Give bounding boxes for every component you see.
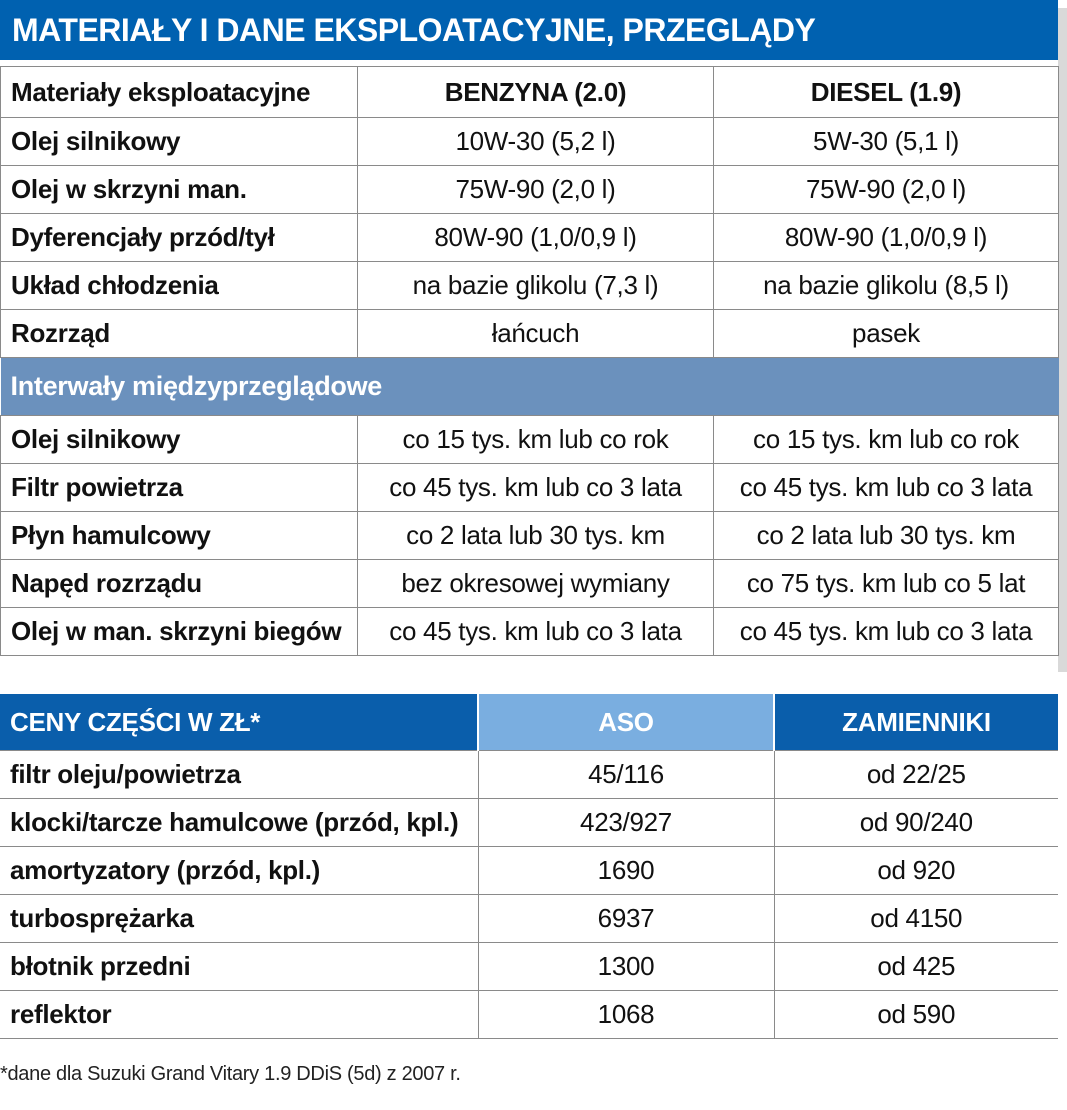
diesel-value: 80W-90 (1,0/0,9 l) — [713, 213, 1059, 262]
page-title: MATERIAŁY I DANE EKSPLOATACYJNE, PRZEGLĄ… — [0, 0, 1058, 60]
petrol-value: 80W-90 (1,0/0,9 l) — [357, 213, 714, 262]
footnote: *dane dla Suzuki Grand Vitary 1.9 DDiS (… — [0, 1063, 461, 1085]
intervals-section-row: Interwały międzyprzeglądowe — [0, 357, 1059, 416]
table-row: klocki/tarcze hamulcowe (przód, kpl.) 42… — [0, 798, 1058, 847]
shadow-edge — [1058, 8, 1067, 672]
diesel-value: co 15 tys. km lub co rok — [713, 415, 1059, 464]
petrol-value: łańcuch — [357, 309, 714, 358]
petrol-value: na bazie glikolu (7,3 l) — [357, 261, 714, 310]
prices-header-row: CENY CZĘŚCI W ZŁ* ASO ZAMIENNIKI — [0, 694, 1058, 751]
table-row: amortyzatory (przód, kpl.) 1690 od 920 — [0, 846, 1058, 895]
header-petrol: BENZYNA (2.0) — [357, 66, 714, 118]
part-name: klocki/tarcze hamulcowe (przód, kpl.) — [0, 798, 478, 847]
header-materials: Materiały eksploatacyjne — [0, 66, 358, 118]
table-row: Rozrząd łańcuch pasek — [0, 309, 1059, 358]
diesel-value: co 45 tys. km lub co 3 lata — [713, 463, 1059, 512]
diesel-value: co 75 tys. km lub co 5 lat — [713, 559, 1059, 608]
petrol-value: 10W-30 (5,2 l) — [357, 117, 714, 166]
header-aso: ASO — [477, 694, 774, 751]
replacement-price: od 590 — [773, 990, 1058, 1039]
table-row: Olej w man. skrzyni biegów co 45 tys. km… — [0, 607, 1059, 656]
table-row: Olej w skrzyni man. 75W-90 (2,0 l) 75W-9… — [0, 165, 1059, 214]
petrol-value: co 45 tys. km lub co 3 lata — [357, 463, 714, 512]
materials-table: Materiały eksploatacyjne BENZYNA (2.0) D… — [0, 66, 1059, 656]
row-label: Układ chłodzenia — [0, 261, 358, 310]
replacement-price: od 90/240 — [773, 798, 1058, 847]
part-name: reflektor — [0, 990, 478, 1039]
row-label: Napęd rozrządu — [0, 559, 358, 608]
aso-price: 423/927 — [477, 798, 774, 847]
row-label: Rozrząd — [0, 309, 358, 358]
aso-price: 1300 — [477, 942, 774, 991]
table-row: Filtr powietrza co 45 tys. km lub co 3 l… — [0, 463, 1059, 512]
replacement-price: od 4150 — [773, 894, 1058, 943]
table-row: Olej silnikowy co 15 tys. km lub co rok … — [0, 415, 1059, 464]
header-diesel: DIESEL (1.9) — [713, 66, 1059, 118]
petrol-value: co 45 tys. km lub co 3 lata — [357, 607, 714, 656]
part-name: turbosprężarka — [0, 894, 478, 943]
row-label: Olej silnikowy — [0, 415, 358, 464]
diesel-value: pasek — [713, 309, 1059, 358]
aso-price: 6937 — [477, 894, 774, 943]
aso-price: 1068 — [477, 990, 774, 1039]
header-part: CENY CZĘŚCI W ZŁ* — [0, 694, 478, 751]
row-label: Olej w skrzyni man. — [0, 165, 358, 214]
part-name: błotnik przedni — [0, 942, 478, 991]
materials-header-row: Materiały eksploatacyjne BENZYNA (2.0) D… — [0, 66, 1059, 118]
petrol-value: bez okresowej wymiany — [357, 559, 714, 608]
petrol-value: 75W-90 (2,0 l) — [357, 165, 714, 214]
replacement-price: od 22/25 — [773, 750, 1058, 799]
page-title-text: MATERIAŁY I DANE EKSPLOATACYJNE, PRZEGLĄ… — [12, 11, 816, 48]
header-replacements: ZAMIENNIKI — [773, 694, 1058, 751]
aso-price: 45/116 — [477, 750, 774, 799]
table-row: Dyferencjały przód/tył 80W-90 (1,0/0,9 l… — [0, 213, 1059, 262]
intervals-section-title: Interwały międzyprzeglądowe — [0, 357, 1059, 416]
row-label: Filtr powietrza — [0, 463, 358, 512]
replacement-price: od 920 — [773, 846, 1058, 895]
diesel-value: co 45 tys. km lub co 3 lata — [713, 607, 1059, 656]
diesel-value: 5W-30 (5,1 l) — [713, 117, 1059, 166]
row-label: Olej silnikowy — [0, 117, 358, 166]
table-row: Układ chłodzenia na bazie glikolu (7,3 l… — [0, 261, 1059, 310]
part-name: amortyzatory (przód, kpl.) — [0, 846, 478, 895]
table-row: filtr oleju/powietrza 45/116 od 22/25 — [0, 750, 1058, 799]
table-row: błotnik przedni 1300 od 425 — [0, 942, 1058, 991]
table-row: Olej silnikowy 10W-30 (5,2 l) 5W-30 (5,1… — [0, 117, 1059, 166]
part-name: filtr oleju/powietrza — [0, 750, 478, 799]
row-label: Dyferencjały przód/tył — [0, 213, 358, 262]
diesel-value: na bazie glikolu (8,5 l) — [713, 261, 1059, 310]
row-label: Olej w man. skrzyni biegów — [0, 607, 358, 656]
table-row: reflektor 1068 od 590 — [0, 990, 1058, 1039]
petrol-value: co 15 tys. km lub co rok — [357, 415, 714, 464]
aso-price: 1690 — [477, 846, 774, 895]
petrol-value: co 2 lata lub 30 tys. km — [357, 511, 714, 560]
prices-table: CENY CZĘŚCI W ZŁ* ASO ZAMIENNIKI filtr o… — [0, 694, 1058, 1039]
table-row: turbosprężarka 6937 od 4150 — [0, 894, 1058, 943]
diesel-value: co 2 lata lub 30 tys. km — [713, 511, 1059, 560]
table-row: Napęd rozrządu bez okresowej wymiany co … — [0, 559, 1059, 608]
row-label: Płyn hamulcowy — [0, 511, 358, 560]
table-row: Płyn hamulcowy co 2 lata lub 30 tys. km … — [0, 511, 1059, 560]
replacement-price: od 425 — [773, 942, 1058, 991]
diesel-value: 75W-90 (2,0 l) — [713, 165, 1059, 214]
